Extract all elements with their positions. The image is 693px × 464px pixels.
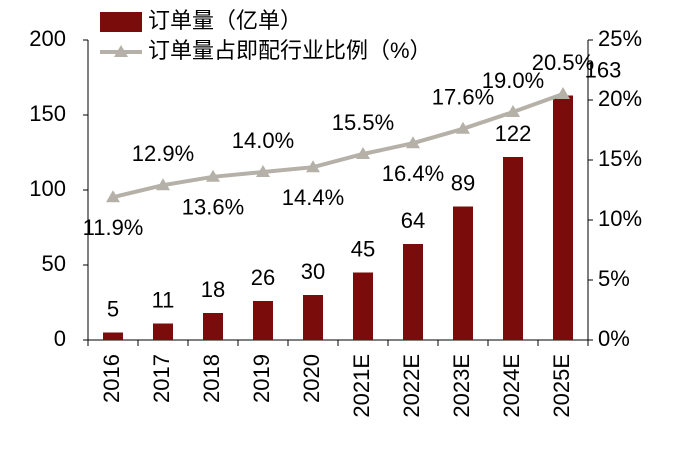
y2-tick-label: 10% — [598, 206, 642, 231]
line-marker — [306, 160, 320, 173]
bar — [353, 272, 373, 340]
x-tick-label: 2021E — [349, 354, 374, 418]
bar — [253, 301, 273, 340]
line-marker — [556, 87, 570, 99]
y-tick-label: 100 — [29, 176, 66, 201]
x-tick-label: 2022E — [399, 354, 424, 418]
line-marker — [406, 136, 420, 149]
bar-value-label: 122 — [495, 121, 532, 146]
bar-value-label: 89 — [451, 170, 475, 195]
bar — [553, 95, 573, 340]
line-value-label: 12.9% — [132, 141, 194, 166]
bar-value-label: 11 — [152, 287, 175, 312]
legend-swatch — [100, 12, 142, 32]
bar — [153, 323, 173, 340]
y2-tick-label: 15% — [598, 146, 642, 171]
bar-value-label: 18 — [201, 277, 225, 302]
line-marker — [156, 178, 170, 191]
line-value-label: 11.9% — [83, 215, 144, 240]
line-marker — [106, 190, 120, 203]
x-tick-label: 2018 — [199, 354, 224, 403]
x-tick-label: 2019 — [249, 354, 274, 403]
line-marker — [206, 169, 220, 182]
bar-value-label: 26 — [251, 265, 275, 290]
x-tick-label: 2025E — [549, 354, 574, 418]
bar — [453, 206, 473, 340]
line-value-label: 13.6% — [182, 195, 244, 220]
y-tick-label: 150 — [29, 101, 66, 126]
bar — [503, 157, 523, 340]
y2-tick-label: 20% — [598, 86, 642, 111]
legend-label: 订单量占即配行业比例（%） — [148, 38, 432, 63]
x-tick-label: 2017 — [149, 354, 174, 403]
bar — [403, 244, 423, 340]
line-marker — [456, 121, 470, 134]
legend-marker — [114, 45, 128, 57]
bar-value-label: 30 — [301, 259, 325, 284]
x-tick-label: 2024E — [499, 354, 524, 418]
y-tick-label: 0 — [54, 326, 66, 351]
line-value-label: 14.0% — [232, 128, 294, 153]
line-value-label: 15.5% — [332, 110, 394, 135]
legend-label: 订单量（亿单） — [148, 8, 302, 33]
line-value-label: 16.4% — [382, 161, 444, 186]
x-tick-label: 2016 — [99, 354, 124, 403]
x-tick-label: 2020 — [299, 354, 324, 403]
line-marker — [356, 147, 370, 159]
bar-value-label: 163 — [585, 57, 622, 82]
y-tick-label: 50 — [42, 251, 66, 276]
bar-value-label: 45 — [351, 236, 375, 261]
y2-tick-label: 25% — [598, 26, 642, 51]
bar — [303, 295, 323, 340]
y2-tick-label: 0% — [598, 326, 630, 351]
bar-value-label: 5 — [107, 296, 119, 321]
bar — [103, 332, 123, 340]
bar — [203, 313, 223, 340]
line-value-label: 14.4% — [282, 185, 344, 210]
y2-tick-label: 5% — [598, 266, 630, 291]
line-marker — [506, 105, 520, 117]
x-tick-label: 2023E — [449, 354, 474, 418]
line-value-label: 17.6% — [432, 85, 494, 110]
line — [112, 92, 564, 200]
line-marker — [256, 165, 270, 177]
line-value-label: 19.0% — [482, 68, 544, 93]
line-value-label: 20.5% — [532, 50, 594, 75]
bar-value-label: 64 — [401, 208, 425, 233]
y-tick-label: 200 — [29, 26, 66, 51]
